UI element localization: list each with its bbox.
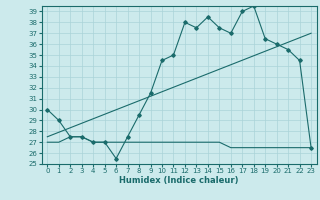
X-axis label: Humidex (Indice chaleur): Humidex (Indice chaleur) xyxy=(119,176,239,185)
